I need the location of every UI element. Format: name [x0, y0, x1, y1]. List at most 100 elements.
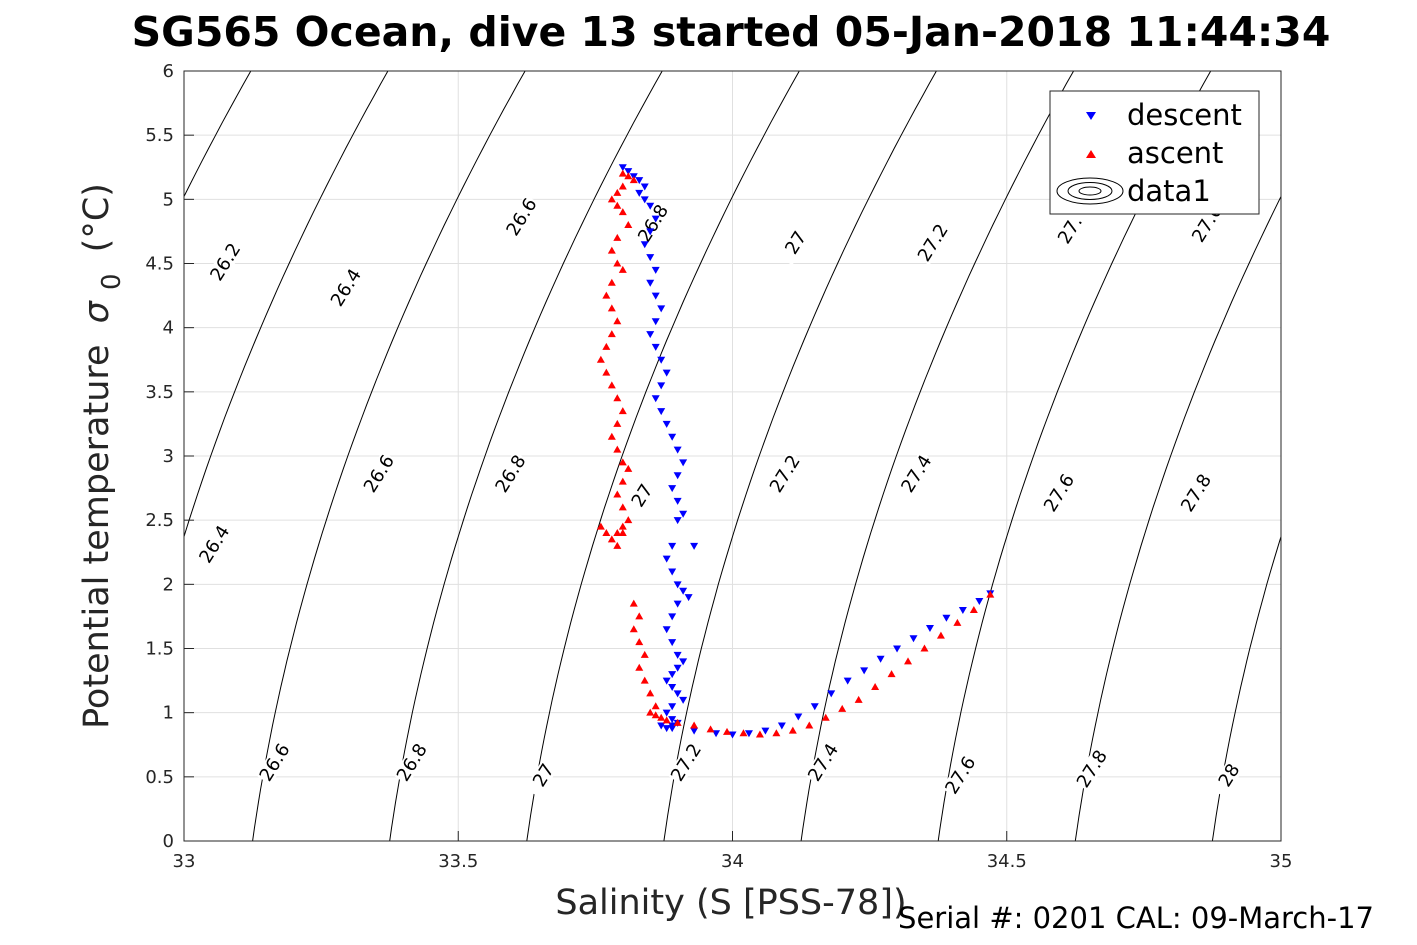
y-tick-label: 0.5 [145, 767, 174, 788]
ascent-point [618, 169, 627, 177]
descent-point [646, 254, 655, 262]
ascent-point [635, 638, 644, 646]
contour-label-bg [1040, 470, 1078, 516]
descent-point [794, 713, 803, 721]
descent-point [640, 183, 649, 191]
ascent-point [624, 464, 633, 472]
descent-point [651, 318, 660, 326]
ascent-point [662, 716, 671, 724]
descent-point [925, 624, 934, 632]
legend-ascent-label: ascent [1127, 136, 1223, 170]
descent-point [668, 639, 677, 647]
isopycnal-line [663, 71, 937, 841]
x-tick-label: 35 [1270, 851, 1293, 872]
grid-lines [183, 70, 1282, 842]
isopycnal-line [526, 71, 800, 841]
descent-point [651, 343, 660, 351]
descent-point [668, 703, 677, 711]
ascent-point [613, 445, 622, 453]
contour-label-bg [1073, 746, 1111, 792]
data-points [596, 164, 995, 739]
ascent-point [607, 381, 616, 389]
contour-label-bg [195, 521, 234, 567]
legend-data1-label: data1 [1127, 174, 1211, 208]
series-ascent [596, 169, 995, 738]
descent-point [958, 607, 967, 614]
contour-label-bg [502, 194, 541, 240]
descent-point [662, 709, 671, 717]
contour-label-bg [1177, 470, 1215, 516]
ascent-point [613, 233, 622, 241]
chart-title: SG565 Ocean, dive 13 started 05-Jan-2018… [132, 8, 1331, 56]
series-descent [618, 164, 995, 739]
descent-point [761, 727, 770, 735]
x-tick-label: 33.5 [438, 851, 478, 872]
y-axis-sigma-sub: 0 [97, 273, 127, 290]
contour-label-bg [634, 200, 672, 246]
ascent-point [936, 631, 945, 639]
contour-label-bg [1051, 207, 1089, 253]
descent-point [635, 177, 644, 185]
ascent-point [673, 718, 682, 726]
descent-point [679, 658, 688, 666]
descent-point [673, 446, 682, 454]
ascent-point [871, 683, 880, 690]
contour-label-bg [766, 451, 804, 497]
contour-label-bg [255, 739, 294, 785]
ascent-point [887, 670, 896, 678]
ascent-point [739, 729, 748, 737]
ascent-point [607, 278, 616, 286]
descent-point [679, 696, 688, 704]
x-tick-label: 33 [173, 851, 196, 872]
descent-point [646, 228, 655, 236]
ascent-point [613, 490, 622, 498]
descent-point [662, 420, 671, 428]
ascent-point [613, 188, 622, 196]
legend-descent-label: descent [1127, 98, 1242, 132]
descent-point [651, 266, 660, 274]
descent-point [893, 645, 902, 653]
descent-point [860, 667, 869, 675]
descent-point [673, 600, 682, 608]
ascent-point [690, 721, 699, 729]
ascent-point [904, 657, 913, 665]
descent-point [690, 727, 699, 735]
contour-label-bg [206, 239, 245, 285]
ascent-point [772, 729, 781, 737]
ascent-point [986, 590, 995, 598]
ascent-point [624, 172, 633, 180]
descent-point [640, 196, 649, 204]
contour-label-bg [393, 739, 431, 785]
ascent-point [755, 730, 764, 738]
contour-label-bg [776, 220, 815, 266]
descent-point [651, 395, 660, 403]
descent-point [684, 594, 693, 602]
descent-point [668, 485, 677, 493]
contour-label-bg [1210, 752, 1248, 798]
y-tick-label: 4.5 [145, 254, 174, 275]
y-axis-label-group: Potential temperature σ 0 (°C) [77, 183, 127, 729]
descent-point [646, 279, 655, 287]
descent-point [827, 690, 836, 698]
descent-point [668, 433, 677, 441]
ascent-point [953, 618, 962, 626]
descent-point [662, 725, 671, 733]
descent-point [876, 655, 885, 663]
contour-label-bg [941, 752, 980, 798]
ascent-point [651, 702, 660, 710]
ascent-point [607, 195, 616, 203]
y-axis-label: Potential temperature [77, 344, 117, 728]
descent-point [662, 626, 671, 634]
descent-point [909, 635, 918, 643]
ascent-point [607, 535, 616, 543]
descent-point [657, 356, 666, 364]
descent-point [690, 542, 699, 550]
ascent-point [613, 529, 622, 536]
descent-point [679, 510, 688, 518]
ascent-point [821, 713, 830, 721]
y-tick-label: 3 [163, 446, 174, 467]
ascent-point [618, 407, 627, 415]
isopycnal-line [252, 71, 526, 841]
descent-point [673, 497, 682, 505]
